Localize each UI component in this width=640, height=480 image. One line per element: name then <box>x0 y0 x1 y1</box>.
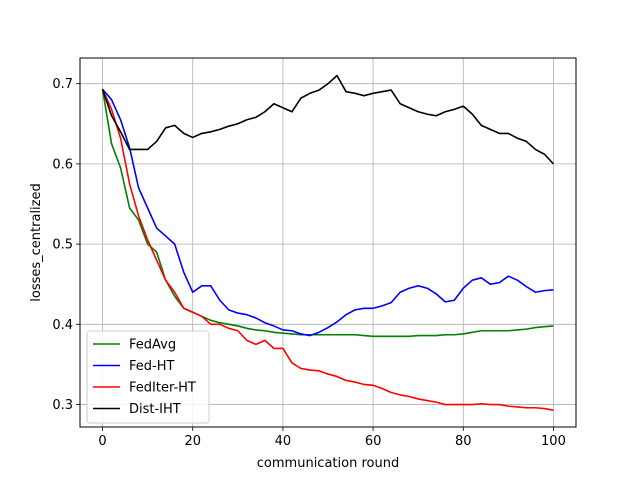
series-lines <box>101 74 555 411</box>
legend-label-fediter-ht: FedIter-HT <box>129 381 196 396</box>
x-tick-label: 100 <box>541 434 566 449</box>
x-axis-title: communication round <box>257 456 399 471</box>
legend-label-dist-iht: Dist-IHT <box>129 402 181 417</box>
y-tick-label: 0.7 <box>52 77 73 92</box>
series-line-fed-ht <box>101 88 554 337</box>
plot-frame <box>79 57 577 428</box>
x-tick-label: 0 <box>98 434 106 449</box>
series-line-dist-iht <box>101 74 555 165</box>
x-tick-label: 80 <box>455 434 472 449</box>
series-line-fediter-ht <box>101 88 554 411</box>
legend-label-fed-ht: Fed-HT <box>129 359 174 374</box>
x-tick-label: 40 <box>275 434 292 449</box>
y-tick-label: 0.3 <box>52 398 73 413</box>
series-line-fedavg <box>101 89 554 338</box>
y-tick-label: 0.5 <box>52 238 73 253</box>
y-tick-label: 0.6 <box>52 157 73 172</box>
legend-box <box>86 330 210 424</box>
axis-ticks: 0 20 40 60 80 100 0.3 0.4 0.5 0.6 0.7 <box>52 77 566 449</box>
y-tick-label: 0.4 <box>52 318 73 333</box>
x-tick-label: 60 <box>365 434 382 449</box>
legend-label-fedavg: FedAvg <box>129 338 176 353</box>
legend: FedAvg Fed-HT FedIter-HT Dist-IHT <box>86 330 210 424</box>
x-tick-label: 20 <box>184 434 201 449</box>
y-axis-title: losses_centralized <box>29 183 44 301</box>
